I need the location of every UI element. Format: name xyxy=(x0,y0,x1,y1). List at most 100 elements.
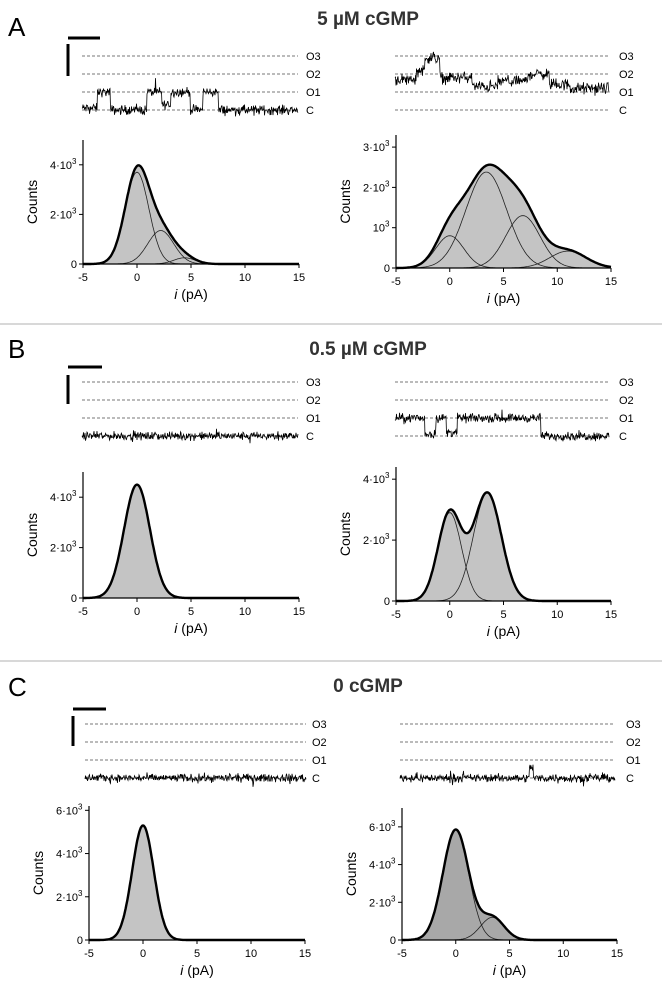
y-tick-label: 6·10 xyxy=(56,805,78,817)
x-tick-label: 15 xyxy=(293,272,305,284)
level-label-o3: O3 xyxy=(626,719,641,731)
panel-letter-c: C xyxy=(8,672,27,702)
x-tick-label: 15 xyxy=(299,948,311,960)
y-tick-label: 0 xyxy=(384,596,390,608)
level-label-o2: O2 xyxy=(619,69,634,81)
y-tick-exponent: 3 xyxy=(391,857,396,866)
x-tick-label: 10 xyxy=(239,606,251,618)
level-label-c: C xyxy=(626,773,634,785)
y-axis-title: Counts xyxy=(343,852,359,896)
y-tick-exponent: 3 xyxy=(385,220,390,229)
x-tick-label: 10 xyxy=(551,609,563,621)
x-tick-label: 15 xyxy=(611,948,623,960)
y-tick-label: 2·10 xyxy=(50,209,72,221)
trace-c-right: O3 O2 O1 C xyxy=(399,719,641,787)
level-label-o2: O2 xyxy=(306,395,321,407)
current-traces: O3O2O1CO3O2O1CO3O2O1CO3O2O1CO3O2O1CO3O2O… xyxy=(81,51,641,787)
histogram-area xyxy=(89,825,305,940)
x-tick-label: 0 xyxy=(134,606,140,618)
level-label-o3: O3 xyxy=(306,51,321,63)
y-tick-label: 3·10 xyxy=(363,142,385,154)
x-axis-title: i (pA) xyxy=(493,962,526,978)
trace-b-right: O3 O2 O1 C xyxy=(394,377,634,443)
x-tick-label: 10 xyxy=(239,272,251,284)
level-label-c: C xyxy=(306,431,314,443)
x-tick-label: 10 xyxy=(557,948,569,960)
x-axis-title: i (pA) xyxy=(174,286,207,302)
y-tick-label: 4·10 xyxy=(50,160,72,172)
x-tick-label: 5 xyxy=(194,948,200,960)
y-tick-label: 0 xyxy=(77,935,83,947)
x-tick-label: 15 xyxy=(293,606,305,618)
level-label-o2: O2 xyxy=(312,737,327,749)
level-label-o1: O1 xyxy=(619,413,634,425)
x-tick-label: 5 xyxy=(506,948,512,960)
panel-title-a: 5 µM cGMP xyxy=(317,9,419,30)
y-tick-exponent: 3 xyxy=(72,206,77,215)
y-tick-label: 0 xyxy=(71,593,77,605)
y-tick-label: 2·10 xyxy=(56,892,78,904)
y-tick-exponent: 3 xyxy=(78,846,83,855)
y-tick-label: 2·10 xyxy=(50,543,72,555)
x-axis-title: i (pA) xyxy=(487,290,520,306)
histogram-area xyxy=(396,164,611,268)
y-tick-exponent: 3 xyxy=(385,179,390,188)
y-axis-title: Counts xyxy=(24,513,40,557)
trace-a-left: O3 O2 O1 C xyxy=(81,51,321,117)
level-label-c: C xyxy=(306,105,314,117)
fit-total-curve xyxy=(396,163,612,270)
level-label-o2: O2 xyxy=(306,69,321,81)
fit-total-curve xyxy=(83,164,299,266)
level-label-o3: O3 xyxy=(619,51,634,63)
level-label-o1: O1 xyxy=(306,87,321,99)
y-tick-exponent: 3 xyxy=(78,889,83,898)
current-trace xyxy=(81,78,299,117)
y-axis-title: Counts xyxy=(30,851,46,895)
y-tick-exponent: 3 xyxy=(78,802,83,811)
panel-letter-a: A xyxy=(8,12,26,42)
histogram-area xyxy=(83,484,299,598)
current-trace xyxy=(84,772,307,787)
y-tick-exponent: 3 xyxy=(391,894,396,903)
x-tick-label: -5 xyxy=(391,609,401,621)
level-label-c: C xyxy=(312,773,320,785)
y-tick-exponent: 3 xyxy=(385,532,390,541)
scale-bar-b xyxy=(66,365,102,404)
trace-a-right: O3 O2 O1 C xyxy=(394,51,634,117)
x-tick-label: 15 xyxy=(605,609,617,621)
x-axis-title: i (pA) xyxy=(487,623,520,639)
level-label-o1: O1 xyxy=(312,755,327,767)
y-tick-label: 6·10 xyxy=(369,822,391,834)
x-tick-label: 15 xyxy=(605,276,617,288)
x-tick-label: -5 xyxy=(391,276,401,288)
y-tick-exponent: 3 xyxy=(385,471,390,480)
x-tick-label: 0 xyxy=(140,948,146,960)
x-tick-label: 5 xyxy=(188,606,194,618)
current-trace xyxy=(394,409,610,442)
x-tick-label: -5 xyxy=(78,272,88,284)
y-tick-exponent: 3 xyxy=(391,819,396,828)
level-label-o2: O2 xyxy=(619,395,634,407)
y-tick-label: 4·10 xyxy=(369,860,391,872)
histogram-area xyxy=(83,165,299,264)
level-label-c: C xyxy=(619,105,627,117)
x-tick-label: -5 xyxy=(397,948,407,960)
y-tick-label: 2·10 xyxy=(369,897,391,909)
panel-title-b: 0.5 µM cGMP xyxy=(309,339,427,360)
level-label-o3: O3 xyxy=(619,377,634,389)
current-trace xyxy=(399,764,616,787)
y-tick-label: 4·10 xyxy=(56,849,78,861)
y-tick-exponent: 3 xyxy=(72,540,77,549)
y-axis-title: Counts xyxy=(24,180,40,224)
y-tick-label: 4·10 xyxy=(50,492,72,504)
current-trace xyxy=(394,51,610,96)
y-tick-label: 0 xyxy=(384,263,390,275)
x-tick-label: -5 xyxy=(78,606,88,618)
level-label-o1: O1 xyxy=(619,87,634,99)
